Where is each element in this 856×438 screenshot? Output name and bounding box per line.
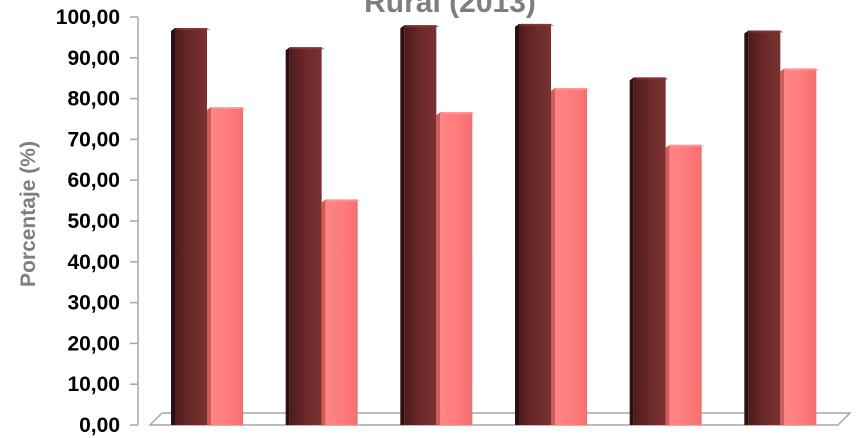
bar-front (784, 68, 817, 426)
bar-front (633, 77, 666, 425)
y-tick-label: 20,00 (67, 332, 120, 355)
y-tick-label: 10,00 (67, 373, 120, 396)
y-tick-label: 40,00 (67, 251, 120, 274)
bar (285, 47, 325, 425)
bar-front (519, 23, 551, 425)
bar-side (744, 30, 749, 426)
bar (551, 87, 590, 425)
bar-top (748, 30, 784, 33)
bar (629, 77, 669, 425)
bar (207, 107, 246, 425)
bar-front (404, 25, 437, 425)
bar (400, 25, 440, 425)
bar-side (321, 199, 326, 425)
bar-top (404, 25, 440, 28)
bar-side (665, 144, 670, 426)
bar (436, 112, 476, 426)
bar (321, 199, 361, 425)
y-tick-label: 50,00 (67, 210, 120, 233)
bar (744, 30, 784, 426)
bar-side (207, 107, 211, 425)
bar-side (629, 77, 634, 425)
bar-front (325, 199, 358, 425)
y-tick-label: 100,00 (56, 6, 120, 29)
bar-top (519, 23, 554, 26)
bar-side (515, 23, 519, 425)
bars (171, 23, 820, 426)
bar (171, 28, 210, 426)
bar-side (436, 112, 441, 426)
bar-top (784, 68, 820, 71)
bar-front (289, 47, 322, 425)
bar-top (555, 87, 590, 90)
bar-top (289, 47, 325, 50)
bar-side (400, 25, 405, 425)
bar-front (211, 107, 243, 425)
y-tick-label: 0,00 (79, 414, 120, 437)
bar-side (780, 68, 785, 426)
y-tick-label: 30,00 (67, 292, 120, 315)
bar-top (633, 77, 669, 80)
y-tick-label: 60,00 (67, 169, 120, 192)
y-axis: 0,00 10,00 20,00 30,00 40,00 50,00 60,00 70,00 8… (56, 6, 139, 437)
bar (515, 23, 554, 425)
bar-front (669, 144, 702, 426)
bar (665, 144, 705, 426)
y-tick-label: 70,00 (67, 128, 120, 151)
chart-title: Rural (2013) (364, 0, 536, 19)
bar-side (285, 47, 290, 425)
bar-front (748, 30, 781, 426)
bar-top (669, 144, 705, 147)
bar-top (440, 112, 476, 115)
bar-front (555, 87, 587, 425)
bar-front (440, 112, 473, 426)
bar-side (551, 87, 555, 425)
y-tick-label: 80,00 (67, 88, 120, 111)
bar-front (175, 28, 207, 426)
bar-top (211, 107, 246, 110)
y-tick-label: 90,00 (67, 47, 120, 70)
bar-side (171, 28, 175, 426)
bar-top (325, 199, 361, 202)
bar-top (175, 28, 210, 31)
bar (780, 68, 820, 426)
